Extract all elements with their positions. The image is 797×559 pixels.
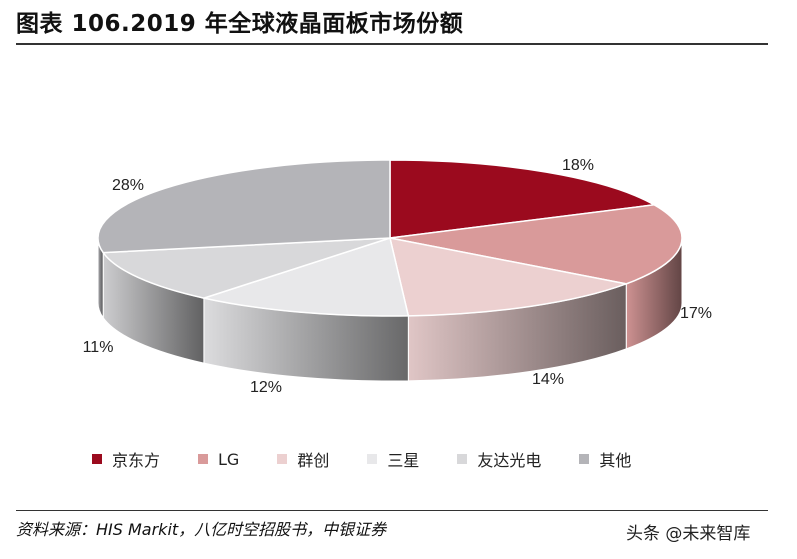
pie-slice-2 (389, 237, 630, 317)
pie-top (97, 159, 683, 317)
pie-slice-1 (389, 204, 683, 285)
watermark-text: 头条 @未来智库 (626, 524, 751, 544)
slice-label-3: 12% (250, 379, 282, 396)
legend-item: 群创 (277, 447, 329, 471)
slice-label-5: 28% (112, 177, 144, 194)
legend: 京东方 LG 群创 三星 友达光电 其他 (92, 447, 669, 471)
legend-label: 其他 (599, 451, 632, 470)
title-divider (16, 43, 768, 45)
legend-label: 友达光电 (477, 451, 542, 470)
legend-item: 友达光电 (457, 447, 541, 471)
legend-swatch (277, 454, 288, 464)
legend-swatch (457, 454, 468, 464)
legend-swatch (367, 454, 378, 464)
legend-item: LG (198, 450, 239, 469)
slice-label-1: 17% (680, 305, 712, 322)
legend-item: 京东方 (92, 447, 160, 471)
legend-swatch (198, 454, 209, 464)
pie-slice-5 (97, 159, 391, 254)
footer-divider (16, 510, 768, 511)
slice-label-2: 14% (532, 371, 564, 388)
legend-label: 群创 (297, 451, 330, 470)
pie-chart: 18% 17% 14% 12% 11% 28% (83, 157, 712, 396)
legend-item: 其他 (579, 447, 631, 471)
pie-side-walls (97, 237, 683, 382)
pie-slice-4 (101, 237, 391, 299)
pie-slice-3 (201, 237, 410, 317)
slice-label-4: 11% (83, 339, 114, 356)
legend-label: LG (218, 449, 240, 469)
slice-label-0: 18% (562, 157, 594, 174)
watermark: 头条 @未来智库 (626, 519, 750, 544)
legend-label: 京东方 (112, 451, 161, 470)
source-note: 资料来源：HIS Markit，八亿时空招股书，中银证券 (16, 520, 387, 539)
legend-swatch (579, 454, 590, 464)
legend-label: 三星 (387, 451, 420, 470)
legend-item: 三星 (367, 447, 419, 471)
pie-slice-0 (389, 159, 657, 239)
legend-swatch (92, 454, 102, 464)
chart-title: 图表 106.2019 年全球液晶面板市场份额 (16, 11, 464, 37)
